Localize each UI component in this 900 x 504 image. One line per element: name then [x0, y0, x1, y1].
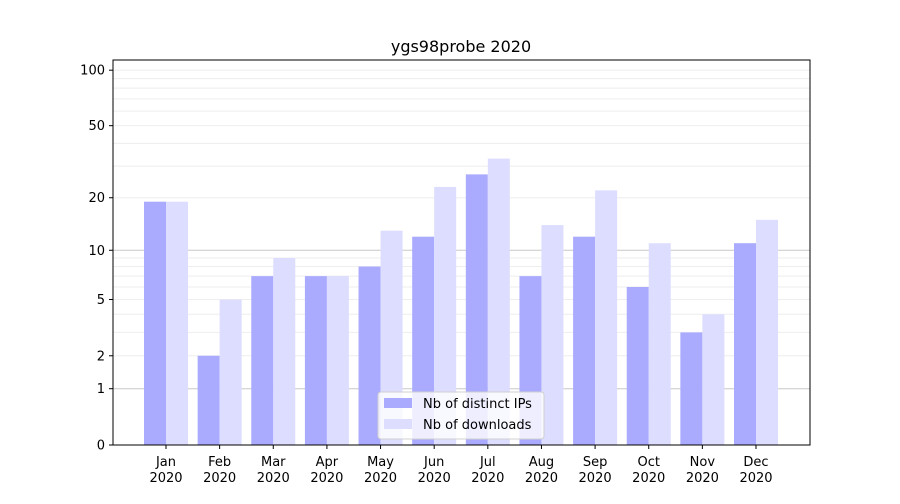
y-tick-label: 10: [88, 244, 105, 259]
bar-ips: [251, 276, 274, 445]
legend: Nb of distinct IPs Nb of downloads: [377, 391, 545, 440]
x-tick-label: Apr 2020: [310, 455, 343, 486]
x-tick-label: Oct 2020: [632, 455, 665, 486]
y-tick-label: 20: [88, 191, 105, 206]
legend-label: Nb of distinct IPs: [423, 397, 532, 412]
x-tick-label: Jun 2020: [418, 455, 451, 486]
bar-downloads: [380, 230, 403, 445]
y-tick-label: 2: [97, 349, 105, 364]
bar-ips: [358, 266, 381, 445]
bar-downloads: [702, 314, 725, 445]
y-tick-label: 1: [97, 382, 105, 397]
bar-ips: [465, 174, 488, 445]
legend-swatch: [384, 398, 412, 408]
bar-downloads: [595, 190, 618, 445]
bar-ips: [734, 243, 756, 445]
y-tick-label: 5: [97, 293, 105, 308]
bar-downloads: [541, 225, 564, 445]
bar-downloads: [219, 299, 242, 445]
legend-label: Nb of downloads: [423, 418, 532, 433]
legend-box: [377, 391, 545, 440]
plot-frame: [112, 59, 811, 446]
x-tick-label: Jul 2020: [471, 455, 504, 486]
bar-downloads: [166, 201, 188, 445]
bar-ips: [304, 276, 327, 445]
bar-ips: [626, 286, 649, 445]
bar-ips: [144, 201, 166, 445]
bar-downloads: [326, 276, 349, 445]
y-axis: 0 1 2 5 10 20 50 100: [80, 64, 113, 454]
bar-downloads: [487, 158, 510, 445]
x-axis: Jan 2020 Feb 2020 Mar 2020 Apr 2020 May 2020 Jun 20…: [149, 445, 773, 486]
x-tick-label: Mar 2020: [257, 455, 290, 486]
y-tick-label: 50: [88, 119, 105, 134]
y-tick-label: 0: [97, 439, 105, 454]
x-tick-label: Nov 2020: [686, 455, 719, 486]
grid: [113, 69, 810, 390]
bar-downloads: [648, 243, 671, 445]
bar-downloads: [273, 258, 296, 445]
bar-ips: [197, 355, 220, 445]
y-tick-label: 100: [80, 64, 105, 79]
x-tick-label: Jan 2020: [149, 455, 182, 486]
bar-downloads: [756, 219, 778, 445]
x-tick-label: Sep 2020: [579, 455, 612, 486]
x-tick-label: Aug 2020: [525, 455, 558, 486]
bar-downloads: [434, 186, 457, 445]
x-tick-label: May 2020: [364, 455, 397, 486]
x-tick-label: Feb 2020: [203, 455, 236, 486]
legend-swatch: [384, 419, 412, 429]
bar-ips: [680, 332, 703, 445]
chart-title: ygs98probe 2020: [391, 37, 531, 56]
x-tick-label: Dec 2020: [739, 455, 772, 486]
bar-ips: [573, 236, 596, 445]
